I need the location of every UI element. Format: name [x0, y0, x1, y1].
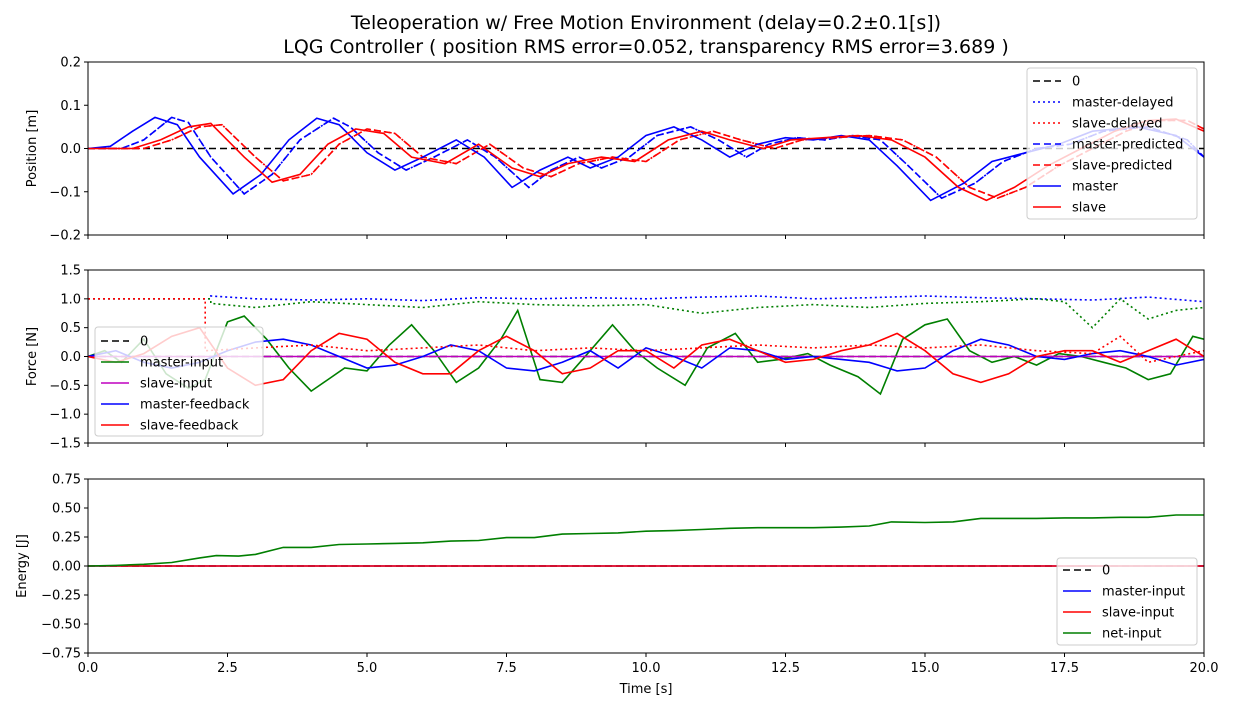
x-tick-label: 20.0 [1190, 661, 1219, 676]
legend: 0 master-input slave-input master-feedback s… [94, 326, 264, 437]
legend-label: slave-feedback [140, 419, 239, 434]
y-axis-label: Position [m] [25, 110, 40, 188]
y-tick-label: −1.0 [49, 408, 81, 423]
x-tick-label: 0.0 [78, 661, 99, 676]
legend-label: master-input [140, 356, 223, 371]
plot-area [88, 116, 1204, 202]
legend-label: master-input [1102, 585, 1185, 600]
y-tick-label: 0.25 [52, 531, 81, 546]
y-tick-label: −0.2 [49, 229, 81, 244]
series-slave-feedback-delayed- [88, 297, 1204, 329]
y-tick-label: 1.5 [60, 264, 81, 279]
legend: 0 master-delayed slave-delayed master-predi… [1026, 67, 1198, 220]
y-tick-label: 0.00 [52, 560, 81, 575]
series-slave-predicted [88, 119, 1204, 200]
legend-label: slave-predicted [1072, 159, 1172, 174]
legend: 0 master-input slave-input net-input [1056, 557, 1198, 646]
x-tick-label: 5.0 [357, 661, 378, 676]
chart-title-line2: LQG Controller ( position RMS error=0.05… [283, 36, 1009, 58]
x-tick-label: 2.5 [217, 661, 238, 676]
legend-label: slave-input [1102, 606, 1174, 621]
series-master-predicted [88, 116, 1204, 200]
y-tick-label: 0.50 [52, 502, 81, 517]
x-axis-label: Time [s] [619, 682, 673, 697]
series-net-input [88, 514, 1204, 567]
x-tick-label: 15.0 [911, 661, 940, 676]
legend-label: master-feedback [140, 398, 250, 413]
legend-box [1026, 67, 1198, 220]
legend-label: slave-delayed [1072, 117, 1163, 132]
legend-label: master-delayed [1072, 96, 1173, 111]
y-tick-label: −0.75 [41, 647, 81, 662]
y-axis-label: Force [N] [25, 327, 40, 386]
y-tick-label: −0.5 [49, 379, 81, 394]
legend-label: 0 [140, 335, 148, 350]
y-tick-label: 0.0 [60, 350, 81, 365]
y-tick-label: 0.5 [60, 321, 81, 336]
chart-title-line1: Teleoperation w/ Free Motion Environment… [350, 12, 941, 34]
y-tick-label: 1.0 [60, 292, 81, 307]
legend-label: 0 [1102, 564, 1110, 579]
y-tick-label: −0.25 [41, 589, 81, 604]
series-slave-input-delayed- [88, 297, 1204, 364]
legend-label: master-predicted [1072, 138, 1183, 153]
y-tick-label: −1.5 [49, 437, 81, 452]
legend-box [1056, 557, 1198, 646]
x-tick-label: 7.5 [496, 661, 517, 676]
legend-label: 0 [1072, 75, 1080, 90]
y-tick-label: 0.0 [60, 142, 81, 157]
series-master [88, 116, 1204, 202]
x-tick-label: 10.0 [632, 661, 661, 676]
legend-label: slave-input [140, 377, 212, 392]
force-panel: 1.5 1.0 0.5 0.0 −0.5 −1.0 −1.5 Force [N] 0 master… [25, 264, 1205, 452]
y-tick-label: −0.1 [49, 185, 81, 200]
position-panel: 0.2 0.1 0.0 −0.1 −0.2 Position [m] 0 master-del… [25, 56, 1205, 244]
legend-label: net-input [1102, 627, 1161, 642]
energy-panel: 0.75 0.50 0.25 0.00 −0.25 −0.50 −0.750.0 2.5 5.0… [15, 473, 1218, 698]
legend-box [94, 326, 264, 437]
y-tick-label: 0.75 [52, 473, 81, 488]
x-tick-label: 12.5 [771, 661, 800, 676]
x-tick-label: 17.5 [1050, 661, 1079, 676]
y-tick-label: 0.1 [60, 99, 81, 114]
plot-area [88, 514, 1204, 567]
legend-label: slave [1072, 201, 1106, 216]
y-tick-label: −0.50 [41, 618, 81, 633]
series-slave [88, 118, 1204, 202]
series-master-feedback-delayed- [88, 295, 1204, 303]
series-master-feedback [88, 338, 1204, 372]
y-tick-label: 0.2 [60, 56, 81, 71]
legend-label: master [1072, 180, 1118, 195]
y-axis-label: Energy [J] [15, 534, 30, 598]
